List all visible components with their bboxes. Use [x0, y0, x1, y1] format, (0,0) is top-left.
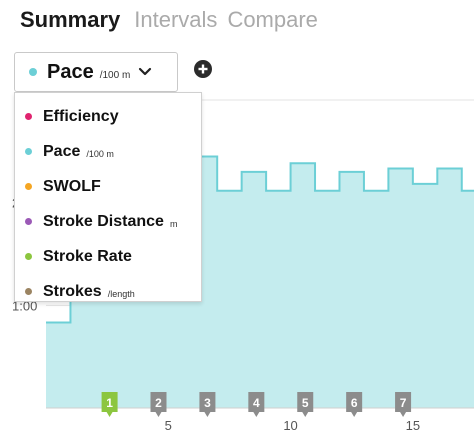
efficiency-color-dot [25, 113, 32, 120]
add-metric-button[interactable] [194, 60, 212, 78]
lap-flag [150, 392, 167, 417]
lap-flag [199, 392, 216, 417]
menu-item-unit: /length [107, 288, 135, 299]
lap-marker[interactable]: 5 [297, 392, 314, 417]
lap-flag [346, 392, 363, 417]
y-tick-label: 1:00 [12, 298, 37, 313]
tab-compare[interactable]: Compare [227, 7, 318, 32]
menu-item-label: Stroke Distance [43, 212, 164, 230]
lap-flag [101, 392, 118, 417]
lap-marker[interactable]: 2 [150, 392, 167, 417]
pace-color-dot [25, 148, 32, 155]
lap-number: 7 [400, 396, 407, 410]
lap-flag [297, 392, 314, 417]
x-tick-label: 15 [406, 418, 420, 433]
lap-flag [395, 392, 412, 417]
metric-selector[interactable]: Pace /100 m [14, 52, 178, 92]
metric-dropdown-menu: Efficiency Pace /100 m SWOLF Stroke Dist… [14, 92, 202, 302]
plus-circle-icon [198, 64, 208, 74]
strokes-color-dot [25, 288, 32, 295]
lap-number: 2 [155, 396, 162, 410]
lap-marker[interactable]: 4 [248, 392, 265, 417]
metric-selector-label: Pace [47, 60, 94, 83]
menu-item-swolf[interactable]: SWOLF [15, 169, 201, 204]
menu-item-label: SWOLF [43, 177, 101, 195]
chevron-down-icon [139, 67, 152, 76]
pace-color-dot [29, 68, 37, 76]
menu-item-label: Pace [43, 142, 81, 160]
menu-item-unit: /100 m [86, 148, 114, 159]
lap-number: 4 [253, 396, 260, 410]
tab-intervals[interactable]: Intervals [134, 7, 218, 32]
lap-marker[interactable]: 3 [199, 392, 216, 417]
menu-item-stroke-rate[interactable]: Stroke Rate [15, 239, 201, 274]
stroke-distance-color-dot [25, 218, 32, 225]
lap-number: 6 [351, 396, 358, 410]
lap-marker[interactable]: 1 [101, 392, 118, 417]
menu-item-strokes[interactable]: Strokes /length [15, 274, 201, 309]
x-tick-label: 5 [165, 418, 172, 433]
menu-item-label: Strokes [43, 282, 102, 300]
lap-flag [248, 392, 265, 417]
x-tick-label: 10 [283, 418, 297, 433]
lap-number: 1 [106, 396, 113, 410]
lap-number: 5 [302, 396, 309, 410]
lap-marker[interactable]: 6 [346, 392, 363, 417]
menu-item-unit: m [169, 218, 178, 229]
metric-selector-unit: /100 m [99, 69, 131, 81]
swolf-color-dot [25, 183, 32, 190]
menu-item-label: Efficiency [43, 107, 119, 125]
lap-number: 3 [204, 396, 211, 410]
menu-item-label: Stroke Rate [43, 247, 132, 265]
view-tabs: Summary Intervals Compare [20, 6, 328, 34]
lap-marker[interactable]: 7 [395, 392, 412, 417]
menu-item-pace[interactable]: Pace /100 m [15, 134, 201, 169]
menu-item-efficiency[interactable]: Efficiency [15, 99, 201, 134]
stroke-rate-color-dot [25, 253, 32, 260]
menu-item-stroke-distance[interactable]: Stroke Distance m [15, 204, 201, 239]
tab-summary[interactable]: Summary [20, 7, 121, 32]
